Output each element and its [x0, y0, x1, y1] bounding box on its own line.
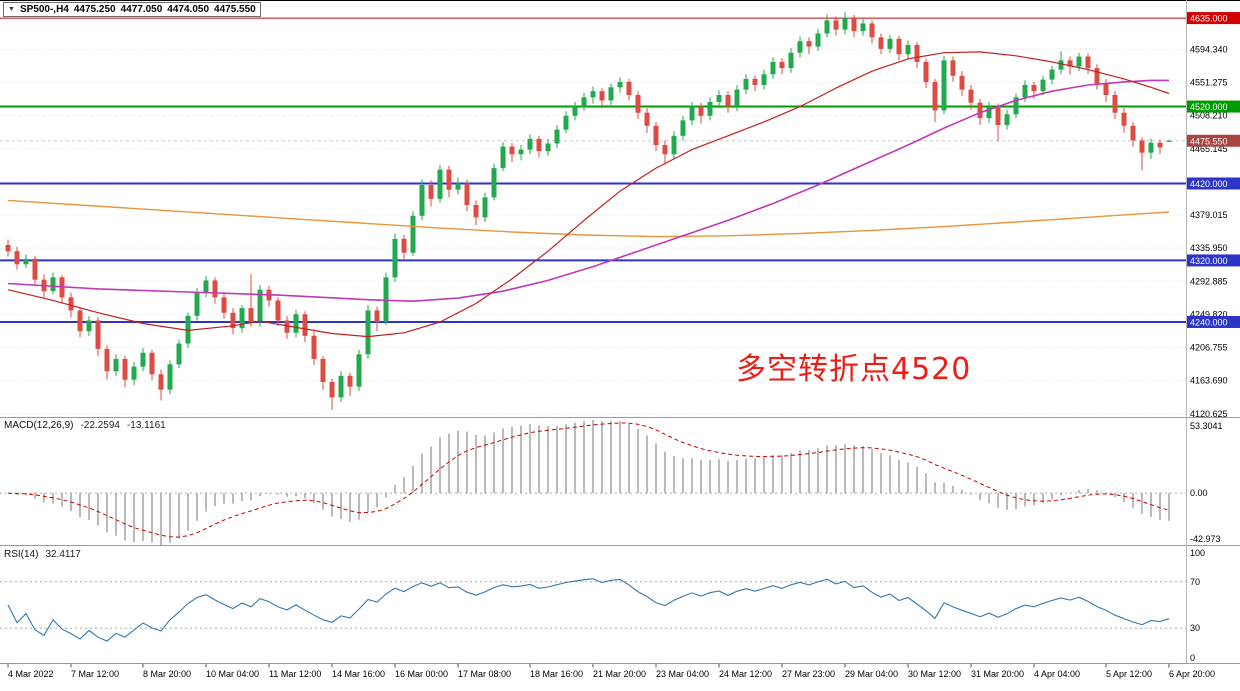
svg-text:14 Mar 16:00: 14 Mar 16:00 — [332, 669, 385, 679]
svg-text:0: 0 — [1190, 653, 1195, 663]
chart-annotation-text[interactable]: 多空转折点4520 — [736, 352, 972, 387]
macd-signal-line — [7, 422, 1170, 538]
svg-text:23 Mar 04:00: 23 Mar 04:00 — [656, 669, 709, 679]
ohlc-low-value: 4474.050 — [167, 4, 210, 15]
macd-main-value: -22.2594 — [80, 420, 120, 431]
svg-text:4379.015: 4379.015 — [1190, 210, 1228, 220]
rsi-indicator-label: RSI(14) 32.4117 — [4, 549, 81, 560]
svg-text:-42.973: -42.973 — [1190, 534, 1221, 544]
svg-text:7 Mar 12:00: 7 Mar 12:00 — [71, 669, 119, 679]
svg-text:8 Mar 20:00: 8 Mar 20:00 — [143, 669, 191, 679]
macd-axis-labels: 53.3041 0.00 -42.973 — [1190, 421, 1223, 544]
macd-indicator-label: MACD(12,26,9) -22.2594 -13.1161 — [4, 420, 166, 431]
svg-text:53.3041: 53.3041 — [1190, 421, 1223, 431]
price-badge-4420 — [1187, 177, 1240, 190]
candles-layer — [5, 11, 1172, 410]
svg-text:4 Mar 2022: 4 Mar 2022 — [8, 669, 54, 679]
svg-text:30 Mar 12:00: 30 Mar 12:00 — [908, 669, 961, 679]
rsi-name: RSI(14) — [4, 549, 39, 560]
svg-text:21 Mar 20:00: 21 Mar 20:00 — [593, 669, 646, 679]
svg-text:4240.000: 4240.000 — [1190, 317, 1228, 327]
svg-text:24 Mar 12:00: 24 Mar 12:00 — [719, 669, 772, 679]
rsi-line — [7, 578, 1170, 642]
svg-text:18 Mar 16:00: 18 Mar 16:00 — [530, 669, 583, 679]
svg-text:4120.625: 4120.625 — [1190, 409, 1228, 419]
price-badge-4320 — [1187, 254, 1240, 267]
macd-name: MACD(12,26,9) — [4, 420, 74, 431]
price-badges: 4635.000 4520.000 4420.000 4320.000 4240.000… — [1187, 12, 1240, 328]
svg-text:4551.275: 4551.275 — [1190, 77, 1228, 87]
price-axis-labels: 4594.3404551.2754508.2104465.1454422.080… — [1190, 44, 1228, 418]
svg-text:6 Apr 20:00: 6 Apr 20:00 — [1169, 669, 1215, 679]
panel-separators — [0, 0, 1240, 664]
svg-text:31 Mar 20:00: 31 Mar 20:00 — [971, 669, 1024, 679]
price-badge-4520 — [1187, 100, 1240, 113]
svg-text:4206.755: 4206.755 — [1190, 343, 1228, 353]
svg-text:4635.000: 4635.000 — [1190, 14, 1228, 24]
ohlc-high-value: 4477.050 — [120, 4, 163, 15]
svg-text:100: 100 — [1190, 548, 1205, 558]
svg-text:4594.340: 4594.340 — [1190, 44, 1228, 54]
time-axis-labels: 4 Mar 2022 7 Mar 12:00 8 Mar 20:00 10 Mar 0… — [7, 663, 1215, 679]
current-price-badge — [1187, 134, 1240, 147]
svg-text:4335.950: 4335.950 — [1190, 243, 1228, 253]
rsi-axis-labels: 100 70 30 0 — [1190, 548, 1205, 663]
macd-signal-value: -13.1161 — [126, 420, 166, 431]
symbol-title-box: ▼ SP500-,H4 4475.250 4477.050 4474.050 4… — [3, 2, 261, 17]
svg-text:4 Apr 04:00: 4 Apr 04:00 — [1034, 669, 1080, 679]
svg-text:30: 30 — [1190, 623, 1200, 633]
svg-text:29 Mar 04:00: 29 Mar 04:00 — [845, 669, 898, 679]
ma-slow-orange — [7, 199, 1170, 238]
svg-text:27 Mar 23:00: 27 Mar 23:00 — [782, 669, 835, 679]
svg-text:4475.550: 4475.550 — [1190, 136, 1228, 146]
svg-text:4249.820: 4249.820 — [1190, 309, 1228, 319]
svg-text:4420.000: 4420.000 — [1190, 179, 1228, 189]
svg-text:4465.145: 4465.145 — [1190, 144, 1228, 154]
svg-text:10 Mar 04:00: 10 Mar 04:00 — [206, 669, 259, 679]
svg-text:4508.210: 4508.210 — [1190, 111, 1228, 121]
svg-text:4320.000: 4320.000 — [1190, 256, 1228, 266]
ma-fast-red — [7, 51, 1170, 338]
svg-text:0.00: 0.00 — [1190, 488, 1208, 498]
symbol-timeframe-label: SP500-,H4 — [19, 4, 69, 15]
svg-text:4163.690: 4163.690 — [1190, 376, 1228, 386]
price-badge-4240 — [1187, 315, 1240, 328]
macd-histogram — [16, 420, 1170, 545]
svg-text:5 Apr 12:00: 5 Apr 12:00 — [1106, 669, 1152, 679]
one-click-trading-arrow-icon[interactable]: ▼ — [8, 6, 15, 13]
svg-text:70: 70 — [1190, 577, 1200, 587]
ohlc-open-value: 4475.250 — [73, 4, 116, 15]
rsi-value: 32.4117 — [45, 549, 81, 560]
svg-text:4520.000: 4520.000 — [1190, 102, 1228, 112]
ma-mid-magenta — [7, 79, 1169, 302]
svg-text:11 Mar 12:00: 11 Mar 12:00 — [269, 669, 321, 679]
svg-text:17 Mar 08:00: 17 Mar 08:00 — [458, 669, 511, 679]
svg-text:16 Mar 00:00: 16 Mar 00:00 — [395, 669, 448, 679]
price-badge-4635 — [1187, 12, 1240, 25]
svg-text:4292.885: 4292.885 — [1190, 276, 1228, 286]
ohlc-close-value: 4475.550 — [214, 4, 256, 15]
